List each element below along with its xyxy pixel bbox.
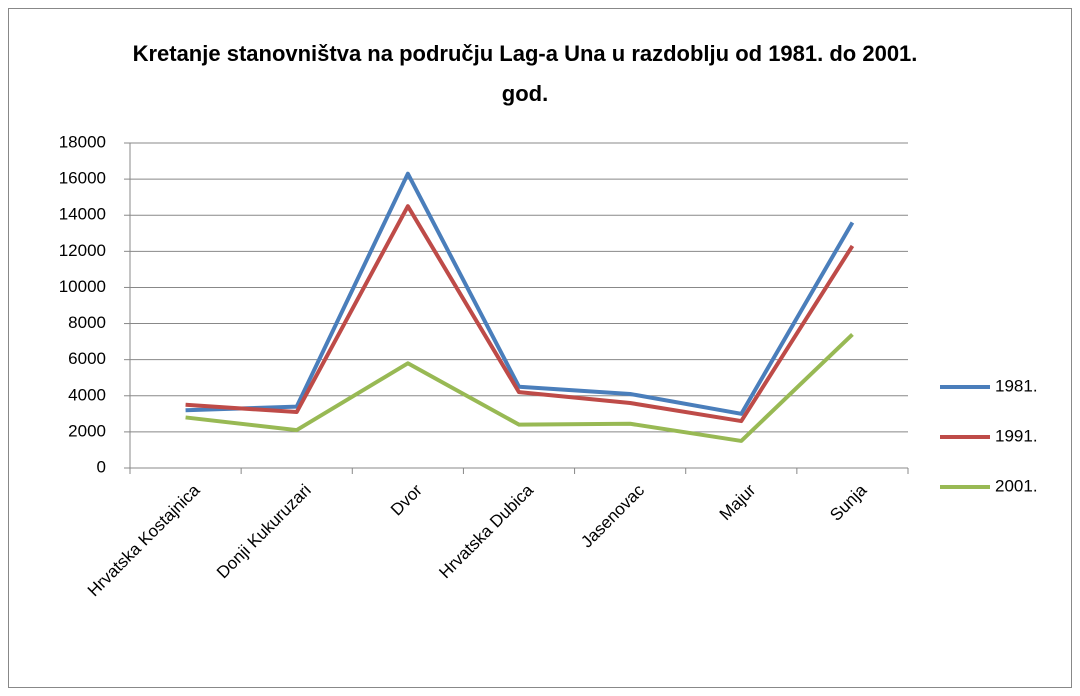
y-tick-label: 18000 (59, 132, 106, 151)
y-tick-label: 2000 (68, 421, 106, 440)
y-tick-label: 4000 (68, 385, 106, 404)
data-line (185, 332, 854, 443)
data-line (185, 204, 855, 424)
legend-label: 1981. (995, 376, 1038, 395)
y-tick-label: 8000 (68, 313, 106, 332)
y-tick-label: 12000 (59, 241, 106, 260)
chart-border (8, 8, 1072, 688)
y-tick-label: 10000 (59, 277, 106, 296)
legend-label: 2001. (995, 476, 1038, 495)
legend-label: 1991. (995, 426, 1038, 445)
y-tick-label: 0 (97, 457, 106, 476)
chart-title: Kretanje stanovništva na području Lag-a … (132, 41, 918, 106)
y-tick-label: 14000 (59, 205, 106, 224)
y-tick-label: 6000 (68, 349, 106, 368)
y-tick-label: 16000 (59, 169, 106, 188)
data-line (185, 171, 855, 416)
